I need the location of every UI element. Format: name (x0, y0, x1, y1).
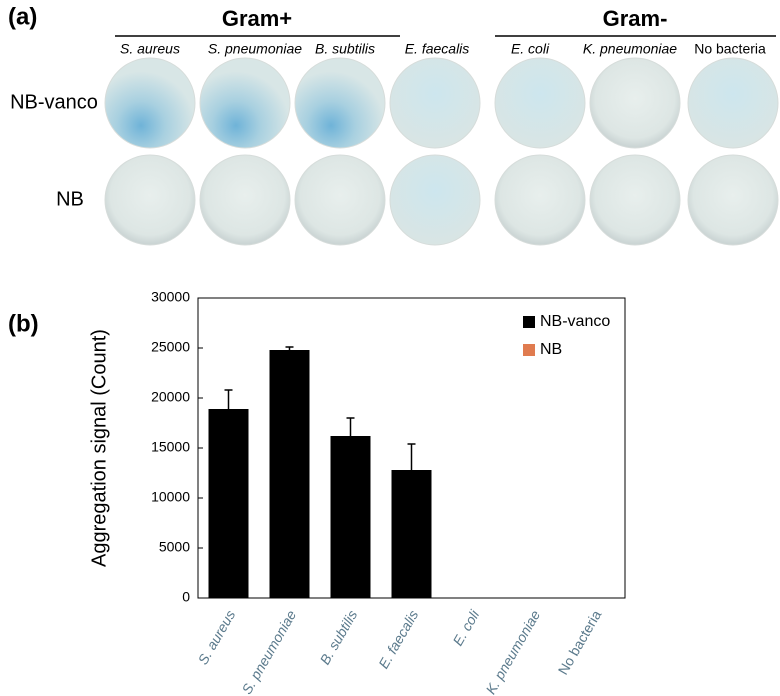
y-tick-label: 25000 (151, 339, 190, 355)
row-label: NB-vanco (10, 91, 98, 113)
dish (494, 57, 586, 149)
dish (687, 154, 779, 246)
x-tick-label: B. subtilis (316, 607, 360, 667)
bar (330, 436, 371, 598)
column-label: E. faecalis (405, 41, 470, 57)
column-label: E. coli (511, 41, 550, 57)
x-tick-label: S. pneumoniae (238, 607, 299, 696)
dish (104, 57, 196, 149)
dish (294, 57, 386, 149)
dish (687, 57, 779, 149)
dish (199, 57, 291, 149)
legend-swatch (523, 344, 535, 356)
group-title: Gram- (603, 6, 668, 31)
y-tick-label: 20000 (151, 389, 190, 405)
column-label: B. subtilis (315, 41, 375, 57)
dish (104, 154, 196, 246)
x-tick-label: S. aureus (194, 607, 238, 667)
column-label: No bacteria (694, 41, 766, 57)
y-tick-label: 15000 (151, 439, 190, 455)
bar (269, 350, 310, 598)
x-tick-label: E. faecalis (375, 607, 421, 671)
dishes (104, 57, 779, 246)
panel-label: (a) (8, 3, 37, 30)
bar (208, 409, 249, 598)
dish (494, 154, 586, 246)
dish (589, 154, 681, 246)
y-axis-label: Aggregation signal (Count) (88, 329, 110, 567)
group-title: Gram+ (222, 6, 292, 31)
legend-label: NB (540, 341, 562, 358)
dish (199, 154, 291, 246)
dish (294, 154, 386, 246)
y-tick-label: 10000 (151, 489, 190, 505)
y-tick-label: 30000 (151, 289, 190, 305)
column-label: K. pneumoniae (583, 41, 677, 57)
x-tick-label: E. coli (449, 607, 482, 649)
y-tick-label: 5000 (159, 539, 190, 555)
dish (389, 154, 481, 246)
dish (389, 57, 481, 149)
y-tick-label: 0 (182, 589, 190, 605)
dish (589, 57, 681, 149)
x-tick-label: K. pneumoniae (482, 607, 543, 696)
x-tick-label: No bacteria (555, 607, 605, 677)
bar (391, 470, 432, 598)
panel-label: (b) (8, 310, 39, 337)
legend-swatch (523, 316, 535, 328)
row-label: NB (56, 188, 84, 210)
column-label: S. aureus (120, 41, 180, 57)
column-label: S. pneumoniae (208, 41, 302, 57)
legend-label: NB-vanco (540, 313, 610, 330)
